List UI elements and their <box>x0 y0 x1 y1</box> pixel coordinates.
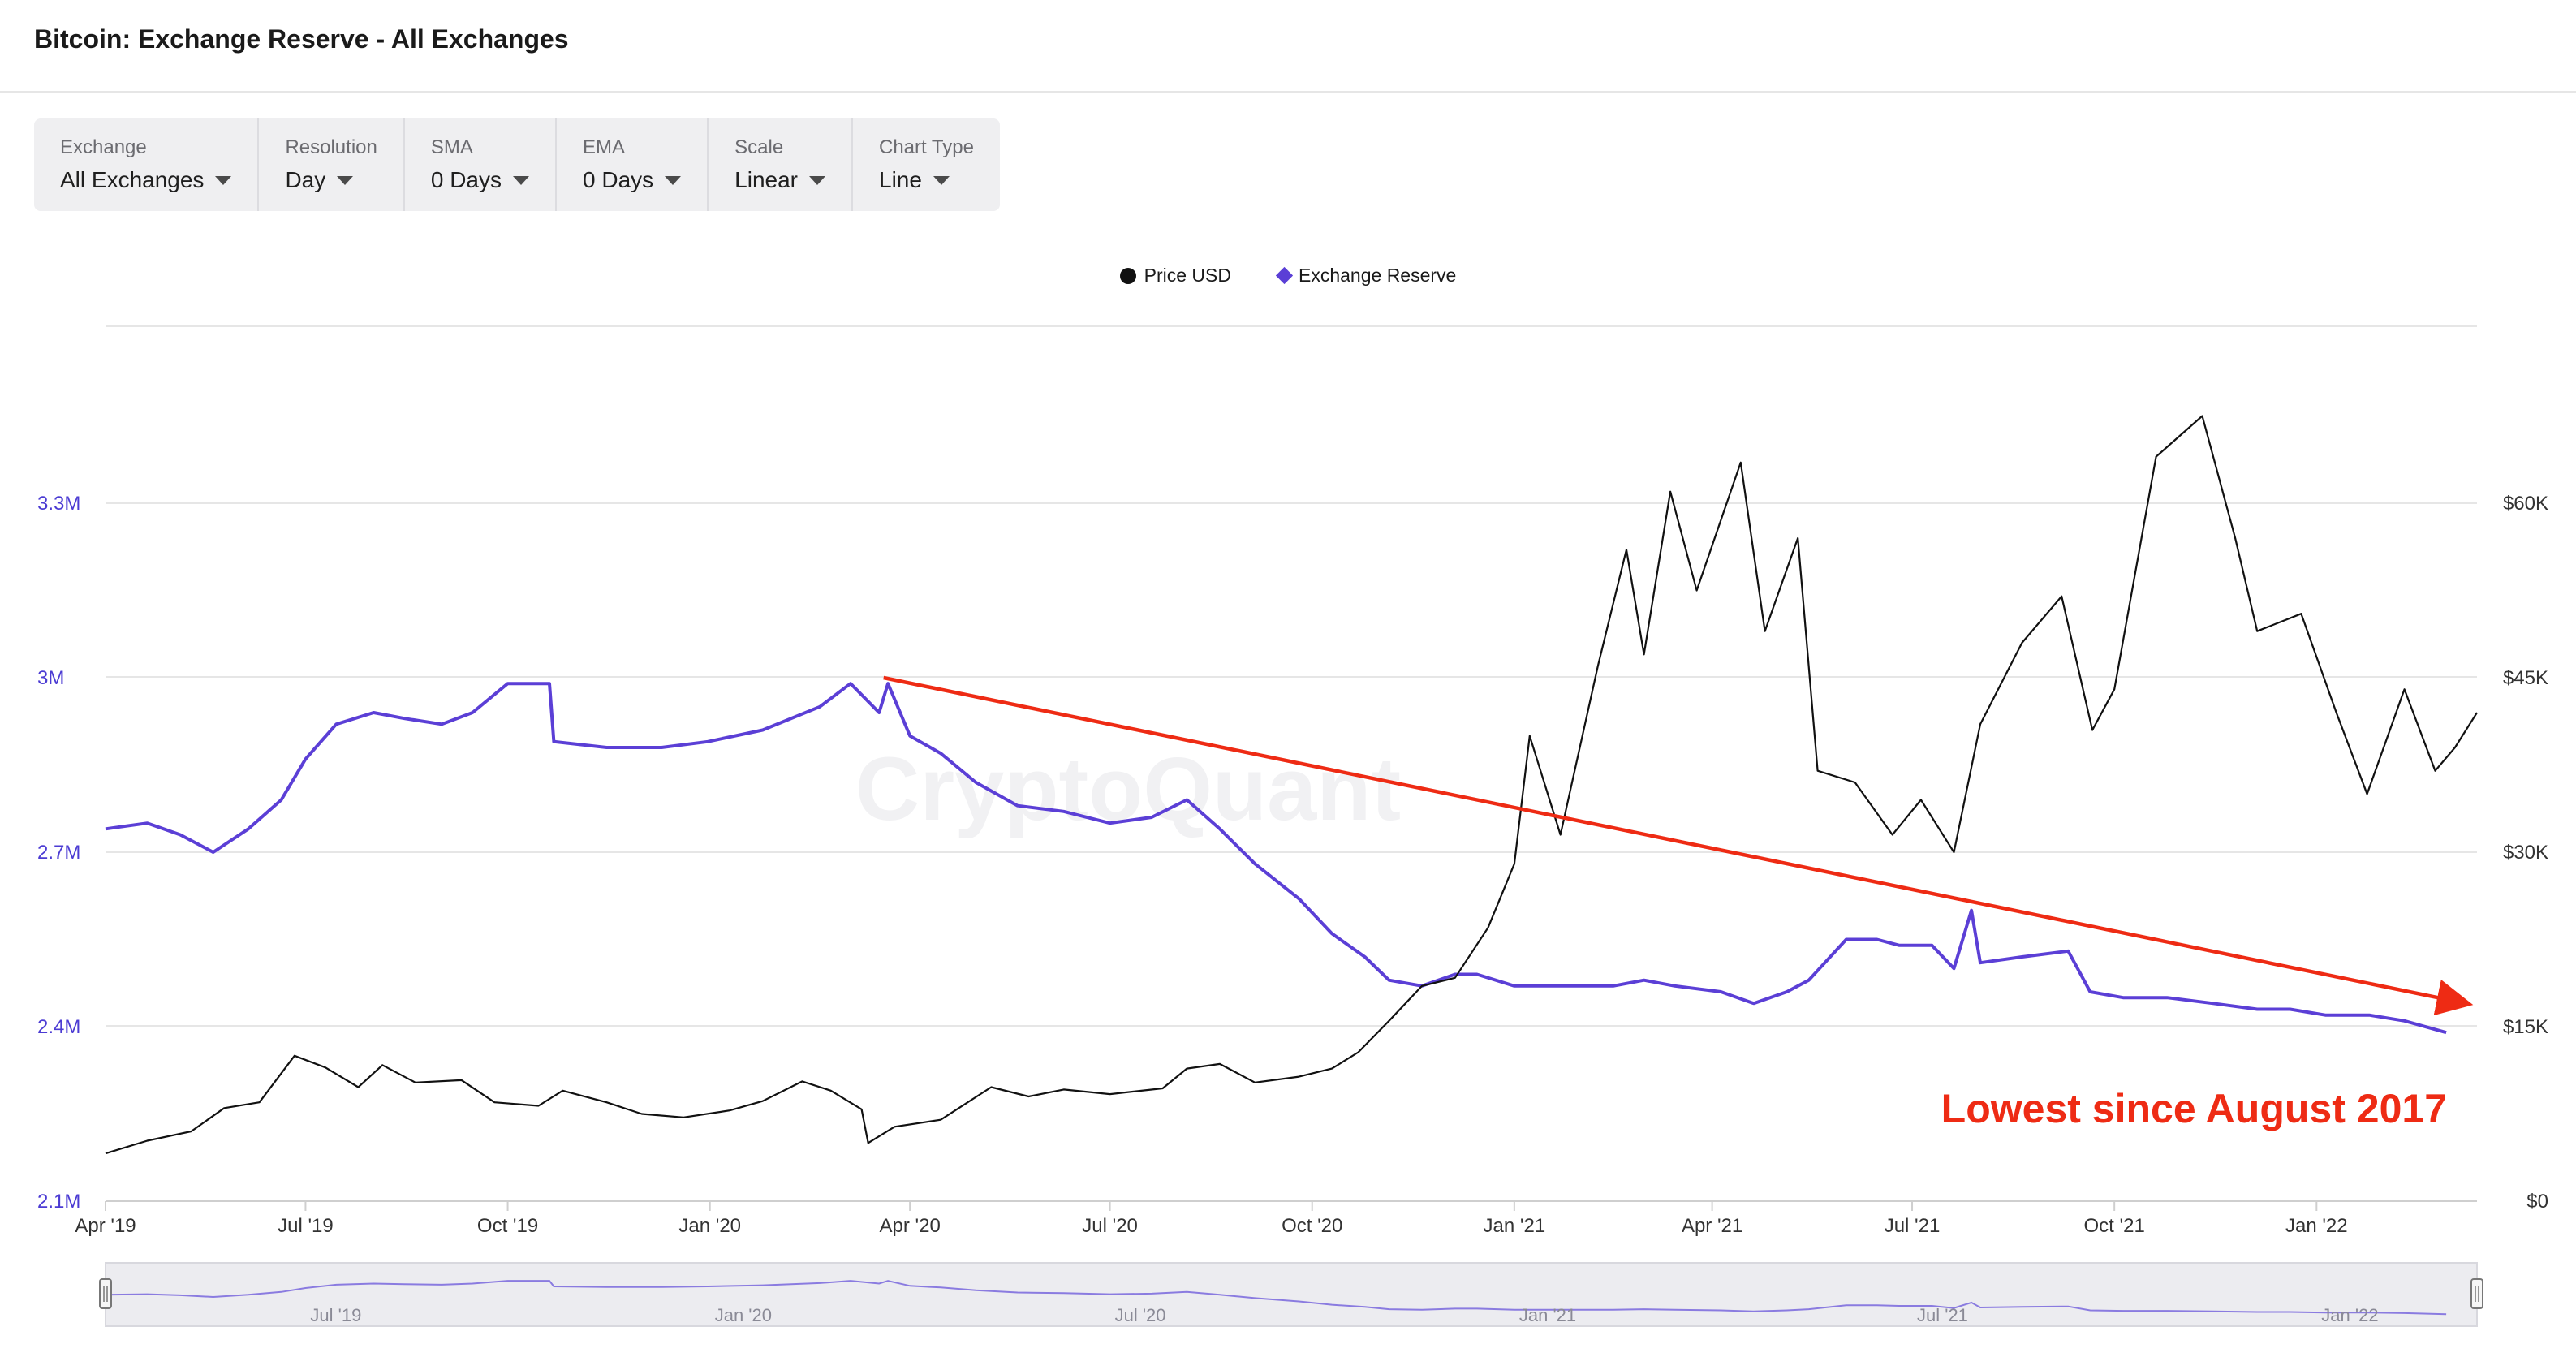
header-bar: Bitcoin: Exchange Reserve - All Exchange… <box>0 0 2576 93</box>
right-y-axis: $0 $15K $30K $45K $60K <box>2503 493 2548 1213</box>
navigator-right-handle[interactable] <box>2470 1278 2483 1309</box>
x-axis-tick-label: Oct '20 <box>1282 1215 1342 1237</box>
exchange-reserve-line <box>105 682 2447 1035</box>
legend-label-exchange-reserve: Exchange Reserve <box>1299 265 1457 286</box>
sma-label: SMA <box>430 136 473 158</box>
legend-label-price: Price USD <box>1144 265 1231 286</box>
sma-dropdown[interactable]: SMA 0 Days <box>405 118 557 211</box>
series-layer <box>105 415 2478 1155</box>
caret-down-icon <box>933 175 950 185</box>
page-title: Bitcoin: Exchange Reserve - All Exchange… <box>34 24 569 54</box>
ema-label: EMA <box>583 136 626 158</box>
navigator-tick-label: Jul '20 <box>1115 1305 1166 1325</box>
caret-down-icon <box>665 175 682 185</box>
x-axis-tick-label: Apr '20 <box>880 1215 941 1237</box>
exchange-value: All Exchanges <box>60 167 205 192</box>
right-axis-tick-label: $15K <box>2503 1016 2548 1038</box>
navigator-left-handle[interactable] <box>99 1278 112 1309</box>
scale-dropdown[interactable]: Scale Linear <box>709 118 853 211</box>
watermark: CryptoQuant <box>855 739 1401 839</box>
resolution-value: Day <box>285 167 326 192</box>
left-axis-tick-label: 2.1M <box>37 1191 80 1213</box>
exchange-label: Exchange <box>60 136 147 158</box>
left-axis-tick-label: 3.3M <box>37 493 80 515</box>
sma-value: 0 Days <box>430 167 502 192</box>
exchange-dropdown[interactable]: Exchange All Exchanges <box>34 118 260 211</box>
left-y-axis: 2.1M 2.4M 2.7M 3M 3.3M <box>37 493 80 1213</box>
circle-marker-icon <box>1119 267 1136 284</box>
x-axis-tick-label: Jan '21 <box>1484 1215 1546 1237</box>
right-axis-tick-label: $60K <box>2503 493 2548 515</box>
navigator-tick-label: Jan '22 <box>2321 1305 2378 1325</box>
chart-controls-toolbar: Exchange All Exchanges Resolution Day SM… <box>34 118 1000 211</box>
left-axis-tick-label: 3M <box>37 667 64 689</box>
resolution-dropdown[interactable]: Resolution Day <box>259 118 405 211</box>
x-axis-tick-label: Apr '19 <box>75 1215 136 1237</box>
x-axis-tick-label: Oct '21 <box>2084 1215 2145 1237</box>
chart-legend: Price USD Exchange Reserve <box>0 265 2576 286</box>
legend-item-exchange-reserve[interactable]: Exchange Reserve <box>1275 265 1457 286</box>
navigator-tick-label: Jul '21 <box>1917 1305 1968 1325</box>
price-usd-line <box>105 415 2478 1155</box>
grid-layer <box>106 325 2477 1202</box>
x-axis: Apr '19 Jul '19 Oct '19 Jan '20 Apr '20 Jul '… <box>75 1201 2348 1237</box>
x-axis-tick-label: Apr '21 <box>1682 1215 1742 1237</box>
resolution-label: Resolution <box>285 136 377 158</box>
legend-item-price[interactable]: Price USD <box>1119 265 1231 286</box>
trend-arrow-layer <box>883 675 2474 1016</box>
right-axis-tick-label: $30K <box>2503 842 2548 864</box>
navigator-tick-label: Jul '19 <box>310 1305 361 1325</box>
caret-down-icon <box>337 175 354 185</box>
caret-down-icon <box>513 175 529 185</box>
left-axis-tick-label: 2.4M <box>37 1016 80 1038</box>
range-navigator[interactable]: Jul '19 Jan '20 Jul '20 Jan '21 Jul '21 Jan '… <box>99 1262 2483 1327</box>
ema-value: 0 Days <box>583 167 654 192</box>
navigator-track[interactable] <box>105 1262 2478 1327</box>
chart-type-value: Line <box>879 167 922 192</box>
ema-dropdown[interactable]: EMA 0 Days <box>557 118 709 211</box>
right-axis-tick-label: $0 <box>2526 1191 2548 1213</box>
scale-value: Linear <box>734 167 798 192</box>
caret-down-icon <box>215 175 232 185</box>
caret-down-icon <box>809 175 825 185</box>
x-axis-tick-label: Jul '20 <box>1082 1215 1138 1237</box>
scale-label: Scale <box>734 136 784 158</box>
x-axis-tick-label: Jul '19 <box>278 1215 334 1237</box>
x-axis-tick-label: Jan '20 <box>678 1215 741 1237</box>
x-axis-tick-label: Jul '21 <box>1885 1215 1941 1237</box>
right-axis-tick-label: $45K <box>2503 667 2548 689</box>
x-axis-tick-label: Oct '19 <box>477 1215 538 1237</box>
left-axis-tick-label: 2.7M <box>37 842 80 864</box>
navigator-series-line <box>105 1280 2447 1316</box>
x-axis-tick-label: Jan '22 <box>2285 1215 2348 1237</box>
chart-type-label: Chart Type <box>879 136 974 158</box>
navigator-tick-label: Jan '21 <box>1519 1305 1576 1325</box>
trend-arrow <box>883 675 2474 1016</box>
chart-type-dropdown[interactable]: Chart Type Line <box>853 118 1000 211</box>
navigator-tick-label: Jan '20 <box>715 1305 772 1325</box>
annotation-label: Lowest since August 2017 <box>1941 1086 2447 1131</box>
